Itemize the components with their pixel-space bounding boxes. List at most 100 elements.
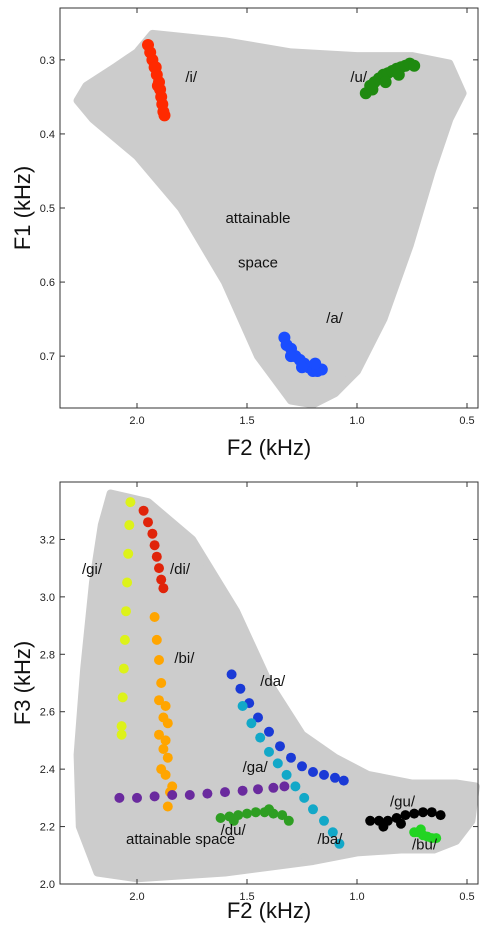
data-point [246,718,257,729]
data-point [409,808,420,819]
data-point [378,821,389,832]
data-point [151,551,162,562]
data-point [237,701,248,711]
data-point [272,758,283,769]
y-tick-label: 2.0 [40,879,55,891]
x-tick-label: 2.0 [129,415,144,427]
y-tick-label: 0.3 [40,55,55,67]
data-point [158,109,171,122]
series-label: /di/ [170,561,191,578]
data-point [156,678,167,688]
data-point [396,818,406,829]
data-point [147,528,158,539]
data-point [143,517,153,528]
y-tick-label: 0.5 [40,203,55,215]
series-ba [237,701,345,849]
data-point [392,68,405,81]
data-point [237,785,248,796]
data-point [379,76,392,89]
data-point [327,827,338,838]
y-tick-label: 0.7 [40,351,55,363]
y-tick-label: 0.6 [40,277,55,289]
data-point [149,61,162,74]
data-point [156,574,167,585]
plot-area-frame [59,481,479,885]
data-point [116,729,127,740]
data-point [297,761,307,772]
data-point [228,815,239,826]
data-point [122,577,133,588]
chart-f1-vs-f2: F2 (kHz) F1 (kHz) /i/ /u/ /a/attainable spa… [10,7,479,460]
data-point [319,769,329,780]
data-point [125,497,136,508]
series-bu [409,824,442,844]
data-point [264,746,274,757]
data-point [319,815,329,826]
x-tick-label: 0.5 [459,415,474,427]
data-point [285,350,297,363]
data-point [408,59,421,72]
data-point [309,357,322,370]
data-point [334,838,345,849]
data-point [151,634,162,645]
series-a [278,331,328,377]
series-label: /gu/ [390,794,416,811]
x-tick-label: 1.5 [239,415,254,427]
data-point [160,701,171,711]
data-point [154,655,164,665]
series-label: /a/ [326,310,344,327]
series-du [215,804,294,826]
data-point [138,505,149,516]
series-label: /u/ [350,69,368,86]
y-tick-label: 2.2 [40,822,55,834]
series-da [226,669,349,786]
series-ga [114,781,290,803]
data-point [124,520,135,531]
data-point [132,792,142,803]
y-tick-label: 3.2 [40,534,55,546]
data-point [264,726,274,737]
data-point [366,83,379,96]
data-point [308,804,318,815]
series-gu [365,807,446,832]
data-point [253,712,263,723]
x-tick-label: 1.5 [239,891,254,903]
data-point [116,721,127,732]
data-point [264,804,274,815]
data-point [158,744,169,754]
series-i [142,39,171,122]
data-point [338,775,349,786]
data-point [154,563,164,574]
data-point [431,833,442,844]
data-point [114,792,125,803]
data-point [184,790,195,800]
series-label: /bu/ [412,837,438,854]
data-point [154,695,164,706]
data-point [167,790,178,800]
data-point [308,767,318,777]
y-axis-title: F1 (kHz) [10,166,35,250]
data-point [162,718,173,729]
data-point [279,781,290,792]
plot-area-frame [59,7,479,409]
series-label: /ga/ [243,759,269,776]
data-point [202,788,213,799]
series-di [138,505,169,594]
y-tick-label: 2.4 [40,764,55,776]
data-point [158,583,169,594]
series-u [359,57,421,100]
y-axis-title: F3 (kHz) [10,641,35,725]
data-point [235,683,246,694]
data-point [156,764,167,775]
x-tick-label: 2.0 [129,891,144,903]
data-point [160,735,171,746]
attainable-space-region [73,489,480,883]
series-gi [116,497,136,740]
region-label: attainable space [126,831,235,848]
series-label: /du/ [221,822,247,839]
data-point [121,606,131,617]
x-tick-label: 1.0 [349,415,364,427]
data-point [275,741,285,752]
data-point [220,787,230,798]
x-tick-label: 0.5 [459,891,474,903]
